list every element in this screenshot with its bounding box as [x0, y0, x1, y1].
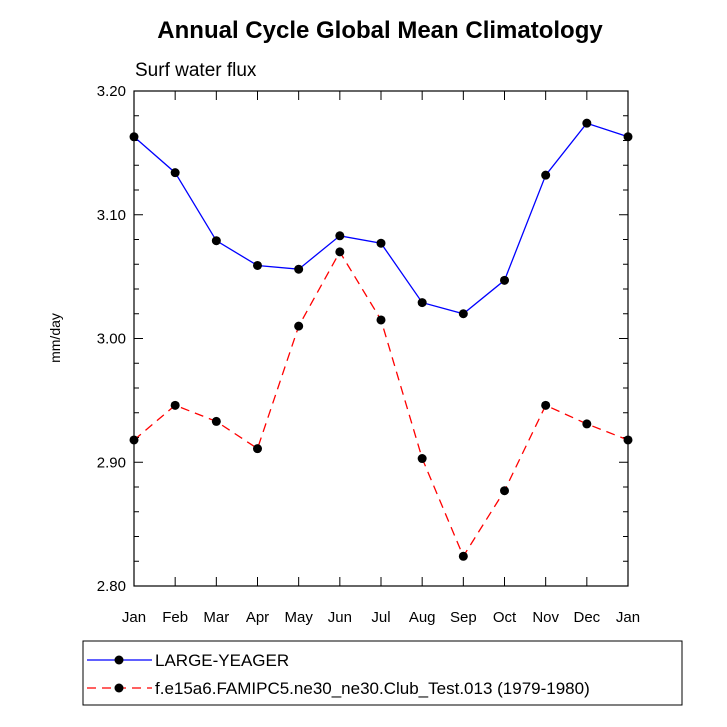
- data-point: [170, 400, 180, 410]
- x-tick-label: Aug: [409, 609, 436, 626]
- y-tick-label: 2.80: [97, 578, 126, 595]
- data-point: [129, 435, 139, 445]
- x-tick-label: Oct: [493, 609, 517, 626]
- y-tick-label: 2.90: [97, 454, 126, 471]
- legend-box: [82, 640, 683, 706]
- chart-subtitle: Surf water flux: [135, 60, 257, 81]
- data-point: [458, 309, 468, 319]
- data-point: [253, 444, 262, 454]
- data-point: [335, 231, 345, 241]
- x-tick-label: Mar: [203, 609, 229, 626]
- y-tick-label: 3.10: [97, 207, 126, 224]
- x-tick-label: Nov: [532, 609, 559, 626]
- x-tick-label: Dec: [573, 609, 600, 626]
- legend-label: LARGE-YEAGER: [155, 651, 289, 670]
- legend-marker: [114, 683, 124, 693]
- data-point: [582, 118, 592, 128]
- x-tick-label: Jul: [371, 609, 390, 626]
- data-point: [211, 236, 221, 246]
- x-tick-label: Jun: [328, 609, 352, 626]
- data-point: [623, 132, 633, 142]
- x-tick-label: Sep: [450, 609, 477, 626]
- legend: LARGE-YEAGER f.e15a6.FAMIPC5.ne30_ne30.Cl…: [82, 640, 683, 706]
- x-tick-label: Apr: [246, 609, 269, 626]
- data-point: [376, 315, 386, 325]
- data-point: [170, 168, 180, 178]
- chart-title: Annual Cycle Global Mean Climatology: [157, 17, 603, 44]
- data-point: [541, 400, 551, 410]
- legend-label: f.e15a6.FAMIPC5.ne30_ne30.Club_Test.013 …: [155, 679, 590, 698]
- x-tick-label: May: [284, 609, 313, 626]
- series-1: [129, 118, 633, 319]
- y-tick-label: 3.00: [97, 331, 126, 348]
- data-point: [211, 416, 221, 426]
- x-tick-label: Jan: [122, 609, 146, 626]
- data-point: [417, 298, 427, 308]
- data-series: [129, 118, 633, 561]
- series-line: [133, 122, 629, 315]
- data-point: [582, 419, 592, 429]
- y-axis-label: mm/day: [47, 313, 63, 363]
- series-line: [133, 250, 629, 558]
- data-point: [500, 275, 509, 285]
- data-point: [294, 321, 304, 331]
- series-2: [129, 247, 633, 561]
- legend-marker: [114, 655, 124, 665]
- data-point: [129, 132, 139, 142]
- plot-frame: [133, 90, 629, 587]
- data-point: [294, 264, 304, 274]
- legend-entry-1: LARGE-YEAGER: [87, 651, 289, 670]
- data-point: [335, 247, 345, 257]
- x-tick-label: Feb: [162, 609, 188, 626]
- tick-labels: 3.20 3.10 3.00 2.90 2.80 Jan Feb Mar Apr May Jun Ju…: [97, 83, 640, 626]
- data-point: [253, 260, 262, 270]
- data-point: [500, 486, 509, 496]
- data-point: [417, 454, 427, 464]
- x-tick-label: Jan: [616, 609, 640, 626]
- data-point: [541, 170, 551, 180]
- data-point: [623, 435, 633, 445]
- legend-entry-2: f.e15a6.FAMIPC5.ne30_ne30.Club_Test.013 …: [87, 679, 590, 698]
- data-point: [376, 238, 386, 248]
- y-tick-label: 3.20: [97, 83, 126, 100]
- data-point: [458, 551, 468, 561]
